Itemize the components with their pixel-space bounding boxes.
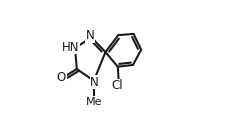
Text: N: N (90, 76, 99, 89)
Text: HN: HN (61, 40, 79, 54)
Text: O: O (57, 71, 66, 84)
Text: N: N (86, 29, 95, 42)
Text: Me: Me (86, 97, 102, 107)
Text: Cl: Cl (112, 79, 123, 93)
